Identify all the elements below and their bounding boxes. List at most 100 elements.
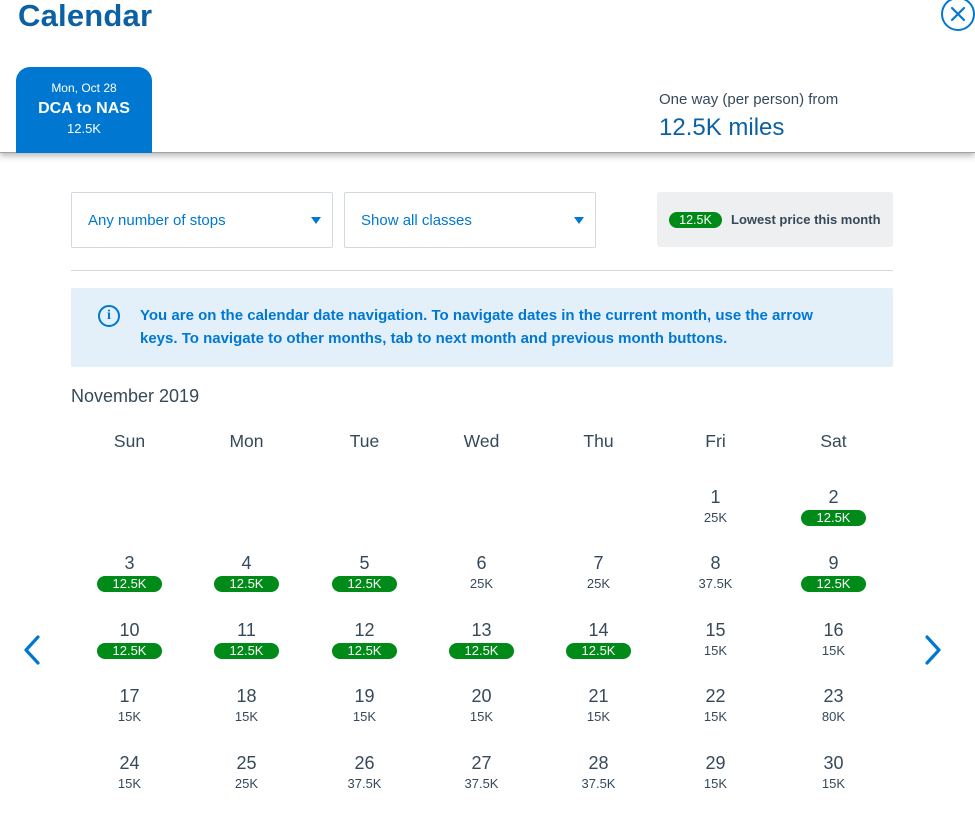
day-number: 24 — [119, 753, 140, 773]
calendar-day[interactable]: 14 12.5K — [540, 620, 657, 682]
calendar-day[interactable]: 3 12.5K — [71, 553, 188, 615]
day-price-lowest-badge: 12.5K — [332, 576, 397, 592]
close-icon — [950, 6, 966, 22]
calendar-day[interactable]: 8 37.5K — [657, 553, 774, 615]
day-price-lowest-badge: 12.5K — [801, 510, 866, 526]
day-price-lowest-badge: 12.5K — [566, 643, 631, 659]
day-number: 8 — [710, 553, 721, 573]
day-number: 14 — [588, 620, 609, 640]
calendar-day[interactable]: 2 12.5K — [775, 487, 892, 549]
classes-select[interactable]: Show all classes — [344, 192, 596, 248]
previous-month-button[interactable] — [17, 632, 47, 668]
calendar-day[interactable]: 10 12.5K — [71, 620, 188, 682]
calendar-day[interactable]: 17 15K — [71, 686, 188, 748]
calendar-day[interactable]: 7 25K — [540, 553, 657, 615]
chevron-right-icon — [925, 635, 941, 665]
day-number: 3 — [124, 553, 135, 573]
day-number: 2 — [828, 487, 839, 507]
day-price: 37.5K — [581, 776, 616, 791]
day-price: 25K — [703, 510, 728, 525]
weekday-sat: Sat — [820, 431, 847, 451]
calendar-day[interactable]: 13 12.5K — [423, 620, 540, 682]
day-number: 27 — [471, 753, 492, 773]
weekday-sun: Sun — [113, 431, 146, 451]
calendar-day[interactable]: 16 15K — [775, 620, 892, 682]
fare-summary: One way (per person) from 12.5K miles — [659, 91, 838, 142]
weekday-fri: Fri — [705, 431, 726, 451]
calendar-day[interactable]: 5 12.5K — [306, 553, 423, 615]
stops-select[interactable]: Any number of stops — [71, 192, 333, 248]
day-price: 37.5K — [347, 776, 382, 791]
day-number: 30 — [823, 753, 844, 773]
day-number: 15 — [705, 620, 726, 640]
day-number: 17 — [119, 686, 140, 706]
day-number: 26 — [354, 753, 375, 773]
day-price: 15K — [703, 709, 728, 724]
calendar-day[interactable]: 28 37.5K — [540, 753, 657, 815]
day-price: 15K — [821, 776, 846, 791]
day-price-lowest-badge: 12.5K — [214, 643, 279, 659]
calendar-day[interactable]: 25 25K — [188, 753, 305, 815]
weekday-mon: Mon — [229, 431, 264, 451]
trip-tab-dca-nas[interactable]: Mon, Oct 28 DCA to NAS 12.5K — [16, 67, 152, 153]
calendar-day[interactable]: 6 25K — [423, 553, 540, 615]
day-price: 37.5K — [464, 776, 499, 791]
day-number: 11 — [237, 620, 256, 640]
day-number: 16 — [823, 620, 844, 640]
day-price: 80K — [821, 709, 846, 724]
calendar-day[interactable]: 20 15K — [423, 686, 540, 748]
calendar-day[interactable]: 19 15K — [306, 686, 423, 748]
day-price: 15K — [117, 776, 142, 791]
calendar-day[interactable]: 30 15K — [775, 753, 892, 815]
calendar-day[interactable]: 22 15K — [657, 686, 774, 748]
calendar-day[interactable]: 1 25K — [657, 487, 774, 549]
calendar-day[interactable]: 27 37.5K — [423, 753, 540, 815]
legend-text: Lowest price this month — [731, 212, 881, 227]
calendar-day[interactable]: 12 12.5K — [306, 620, 423, 682]
lowest-price-badge: 12.5K — [669, 211, 722, 228]
fare-miles: 12.5K miles — [659, 114, 785, 141]
day-number: 12 — [354, 620, 375, 640]
day-price: 15K — [117, 709, 142, 724]
day-number: 20 — [471, 686, 492, 706]
calendar-day[interactable]: 18 15K — [188, 686, 305, 748]
day-number: 18 — [236, 686, 257, 706]
day-number: 25 — [236, 753, 257, 773]
page-title: Calendar — [18, 0, 153, 33]
weekday-wed: Wed — [463, 431, 500, 451]
calendar-day[interactable]: 11 12.5K — [188, 620, 305, 682]
calendar-day[interactable]: 15 15K — [657, 620, 774, 682]
day-price: 15K — [703, 776, 728, 791]
day-price: 15K — [352, 709, 377, 724]
day-price: 15K — [469, 709, 494, 724]
day-number: 1 — [710, 487, 721, 507]
header-band — [0, 0, 975, 153]
trip-route: DCA to NAS — [38, 100, 130, 117]
info-banner: i You are on the calendar date navigatio… — [71, 288, 893, 367]
day-number: 19 — [354, 686, 375, 706]
info-text: You are on the calendar date navigation.… — [140, 307, 813, 347]
close-button[interactable] — [941, 0, 975, 31]
calendar-day[interactable]: 29 15K — [657, 753, 774, 815]
day-number: 23 — [823, 686, 844, 706]
classes-select-value: Show all classes — [361, 212, 472, 229]
next-month-button[interactable] — [918, 632, 948, 668]
calendar-day[interactable]: 24 15K — [71, 753, 188, 815]
day-price: 25K — [469, 576, 494, 591]
day-number: 9 — [828, 553, 839, 573]
calendar-day[interactable]: 26 37.5K — [306, 753, 423, 815]
calendar-day[interactable]: 4 12.5K — [188, 553, 305, 615]
day-price-lowest-badge: 12.5K — [97, 576, 162, 592]
day-price: 25K — [234, 776, 259, 791]
calendar-day[interactable]: 23 80K — [775, 686, 892, 748]
calendar-day[interactable]: 21 15K — [540, 686, 657, 748]
day-price-lowest-badge: 12.5K — [214, 576, 279, 592]
lowest-price-legend: 12.5K Lowest price this month — [657, 192, 893, 247]
calendar-day[interactable]: 9 12.5K — [775, 553, 892, 615]
day-number: 29 — [705, 753, 726, 773]
trip-price: 12.5K — [67, 121, 101, 136]
day-price-lowest-badge: 12.5K — [449, 643, 514, 659]
divider — [71, 270, 893, 271]
day-number: 5 — [359, 553, 370, 573]
day-price: 25K — [586, 576, 611, 591]
